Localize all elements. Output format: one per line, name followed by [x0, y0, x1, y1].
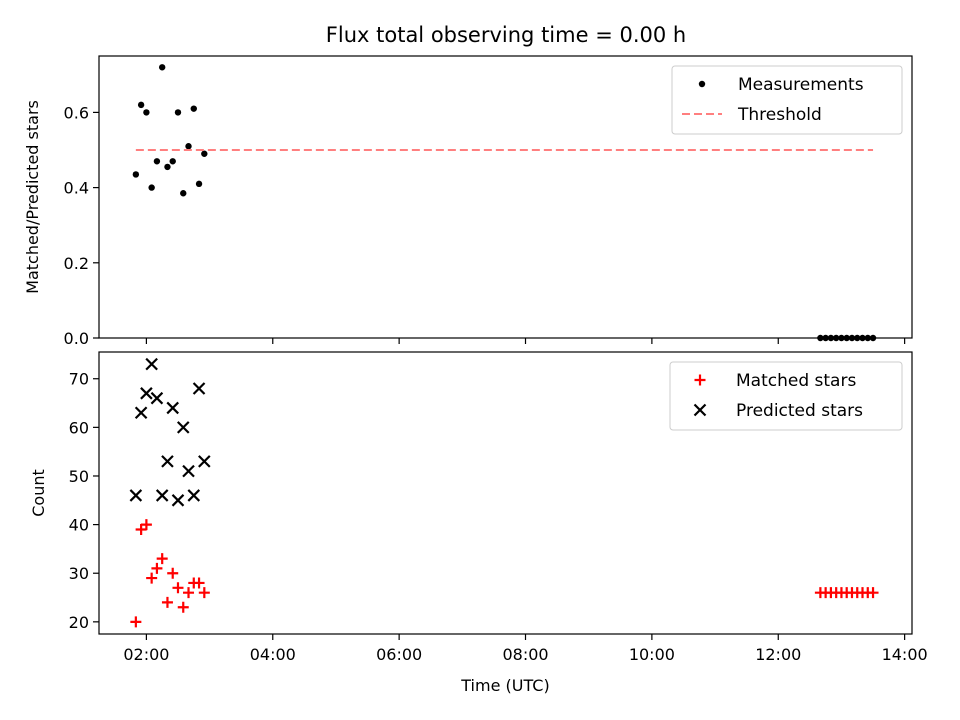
measurement-point [148, 184, 155, 191]
y-tick-label: 0.0 [64, 329, 89, 348]
chart-panels: 0.0 0.2 0.4 0.6 Matched/Predicted stars Measu… [23, 55, 928, 695]
matched-star-point [193, 577, 205, 589]
legend-predicted-swatch [693, 403, 707, 417]
matched-star-point [198, 587, 210, 599]
legend-label: Matched stars [736, 371, 856, 391]
measurement-point [201, 150, 208, 157]
panel-2: 20 30 40 50 60 70 02:00 04:00 06:00 08:00 10:00 12:… [29, 351, 928, 695]
y-tick-label: 20 [69, 613, 89, 632]
measurement-point [185, 143, 192, 150]
matched-star-point [156, 553, 168, 565]
axes-frame [98, 55, 913, 339]
predicted-star-point [166, 401, 179, 415]
measurement-point [190, 105, 197, 112]
y-tick-label: 60 [69, 418, 89, 437]
matched-star-point [130, 616, 142, 628]
matched-star-point [167, 567, 179, 579]
chart-title: Flux total observing time = 0.00 h [326, 23, 686, 47]
x-axis-label: Time (UTC) [460, 676, 549, 695]
predicted-star-point [187, 489, 201, 502]
predicted-star-point [140, 387, 153, 400]
predicted-star-point [129, 489, 143, 502]
measurement-point [132, 171, 140, 178]
matched-star-point [140, 519, 152, 531]
x-tick-label: 08:00 [502, 645, 548, 664]
y-tick-label: 0.2 [64, 254, 89, 273]
legend-measurement-swatch [698, 80, 706, 88]
y-tick-label: 30 [69, 564, 89, 583]
predicted-star-point [155, 489, 169, 502]
matched-star-point [177, 601, 189, 613]
matched-star-point [172, 582, 184, 594]
axes-frame [98, 351, 913, 635]
legend-box [671, 65, 903, 135]
predicted-star-point [150, 391, 164, 405]
legend-matched-swatch [694, 374, 706, 386]
measurement-point [164, 163, 171, 171]
x-tick-label: 12:00 [755, 645, 801, 664]
measurement-point [143, 109, 150, 116]
y-tick-label: 0.6 [64, 103, 89, 122]
x-tick-label: 04:00 [250, 645, 296, 664]
matched-star-point [135, 523, 147, 535]
legend-label: Measurements [738, 75, 864, 95]
x-tick-label: 06:00 [376, 645, 422, 664]
predicted-star-point [182, 464, 195, 478]
measurement-point [169, 158, 176, 165]
legend: Matched stars Predicted stars [669, 361, 903, 431]
measurement-point [158, 64, 166, 71]
predicted-star-point [134, 406, 148, 420]
predicted-star-point [161, 455, 174, 468]
matched-star-point [151, 562, 163, 574]
predicted-star-point [192, 382, 206, 395]
x-tick-label: 02:00 [123, 645, 169, 664]
measurement-point [180, 190, 187, 197]
y-tick-label: 0.4 [64, 179, 89, 198]
y-tick-label: 40 [69, 516, 89, 535]
matched-star-point [146, 572, 158, 584]
measurement-point [153, 158, 161, 165]
legend-label: Predicted stars [736, 401, 863, 421]
measurement-point [174, 109, 182, 116]
legend-label: Threshold [737, 105, 822, 125]
matched-star-point [183, 587, 195, 599]
x-tick-label: 14:00 [882, 645, 928, 664]
measurement-point [137, 101, 145, 109]
predicted-star-point [171, 494, 185, 507]
y-axis-label: Count [29, 469, 48, 517]
matched-star-point [867, 587, 879, 599]
predicted-star-point [145, 357, 158, 371]
y-axis-label: Matched/Predicted stars [23, 100, 42, 294]
legend-box [669, 361, 903, 431]
legend: Measurements Threshold [671, 65, 903, 135]
panel-1: 0.0 0.2 0.4 0.6 Matched/Predicted stars Measu… [23, 55, 913, 348]
y-tick-label: 70 [69, 370, 89, 389]
matched-star-point [161, 596, 173, 608]
predicted-star-point [176, 421, 190, 434]
measurement-point [195, 180, 203, 188]
predicted-star-point [198, 455, 211, 468]
x-tick-label: 10:00 [629, 645, 675, 664]
y-tick-label: 50 [69, 467, 89, 486]
